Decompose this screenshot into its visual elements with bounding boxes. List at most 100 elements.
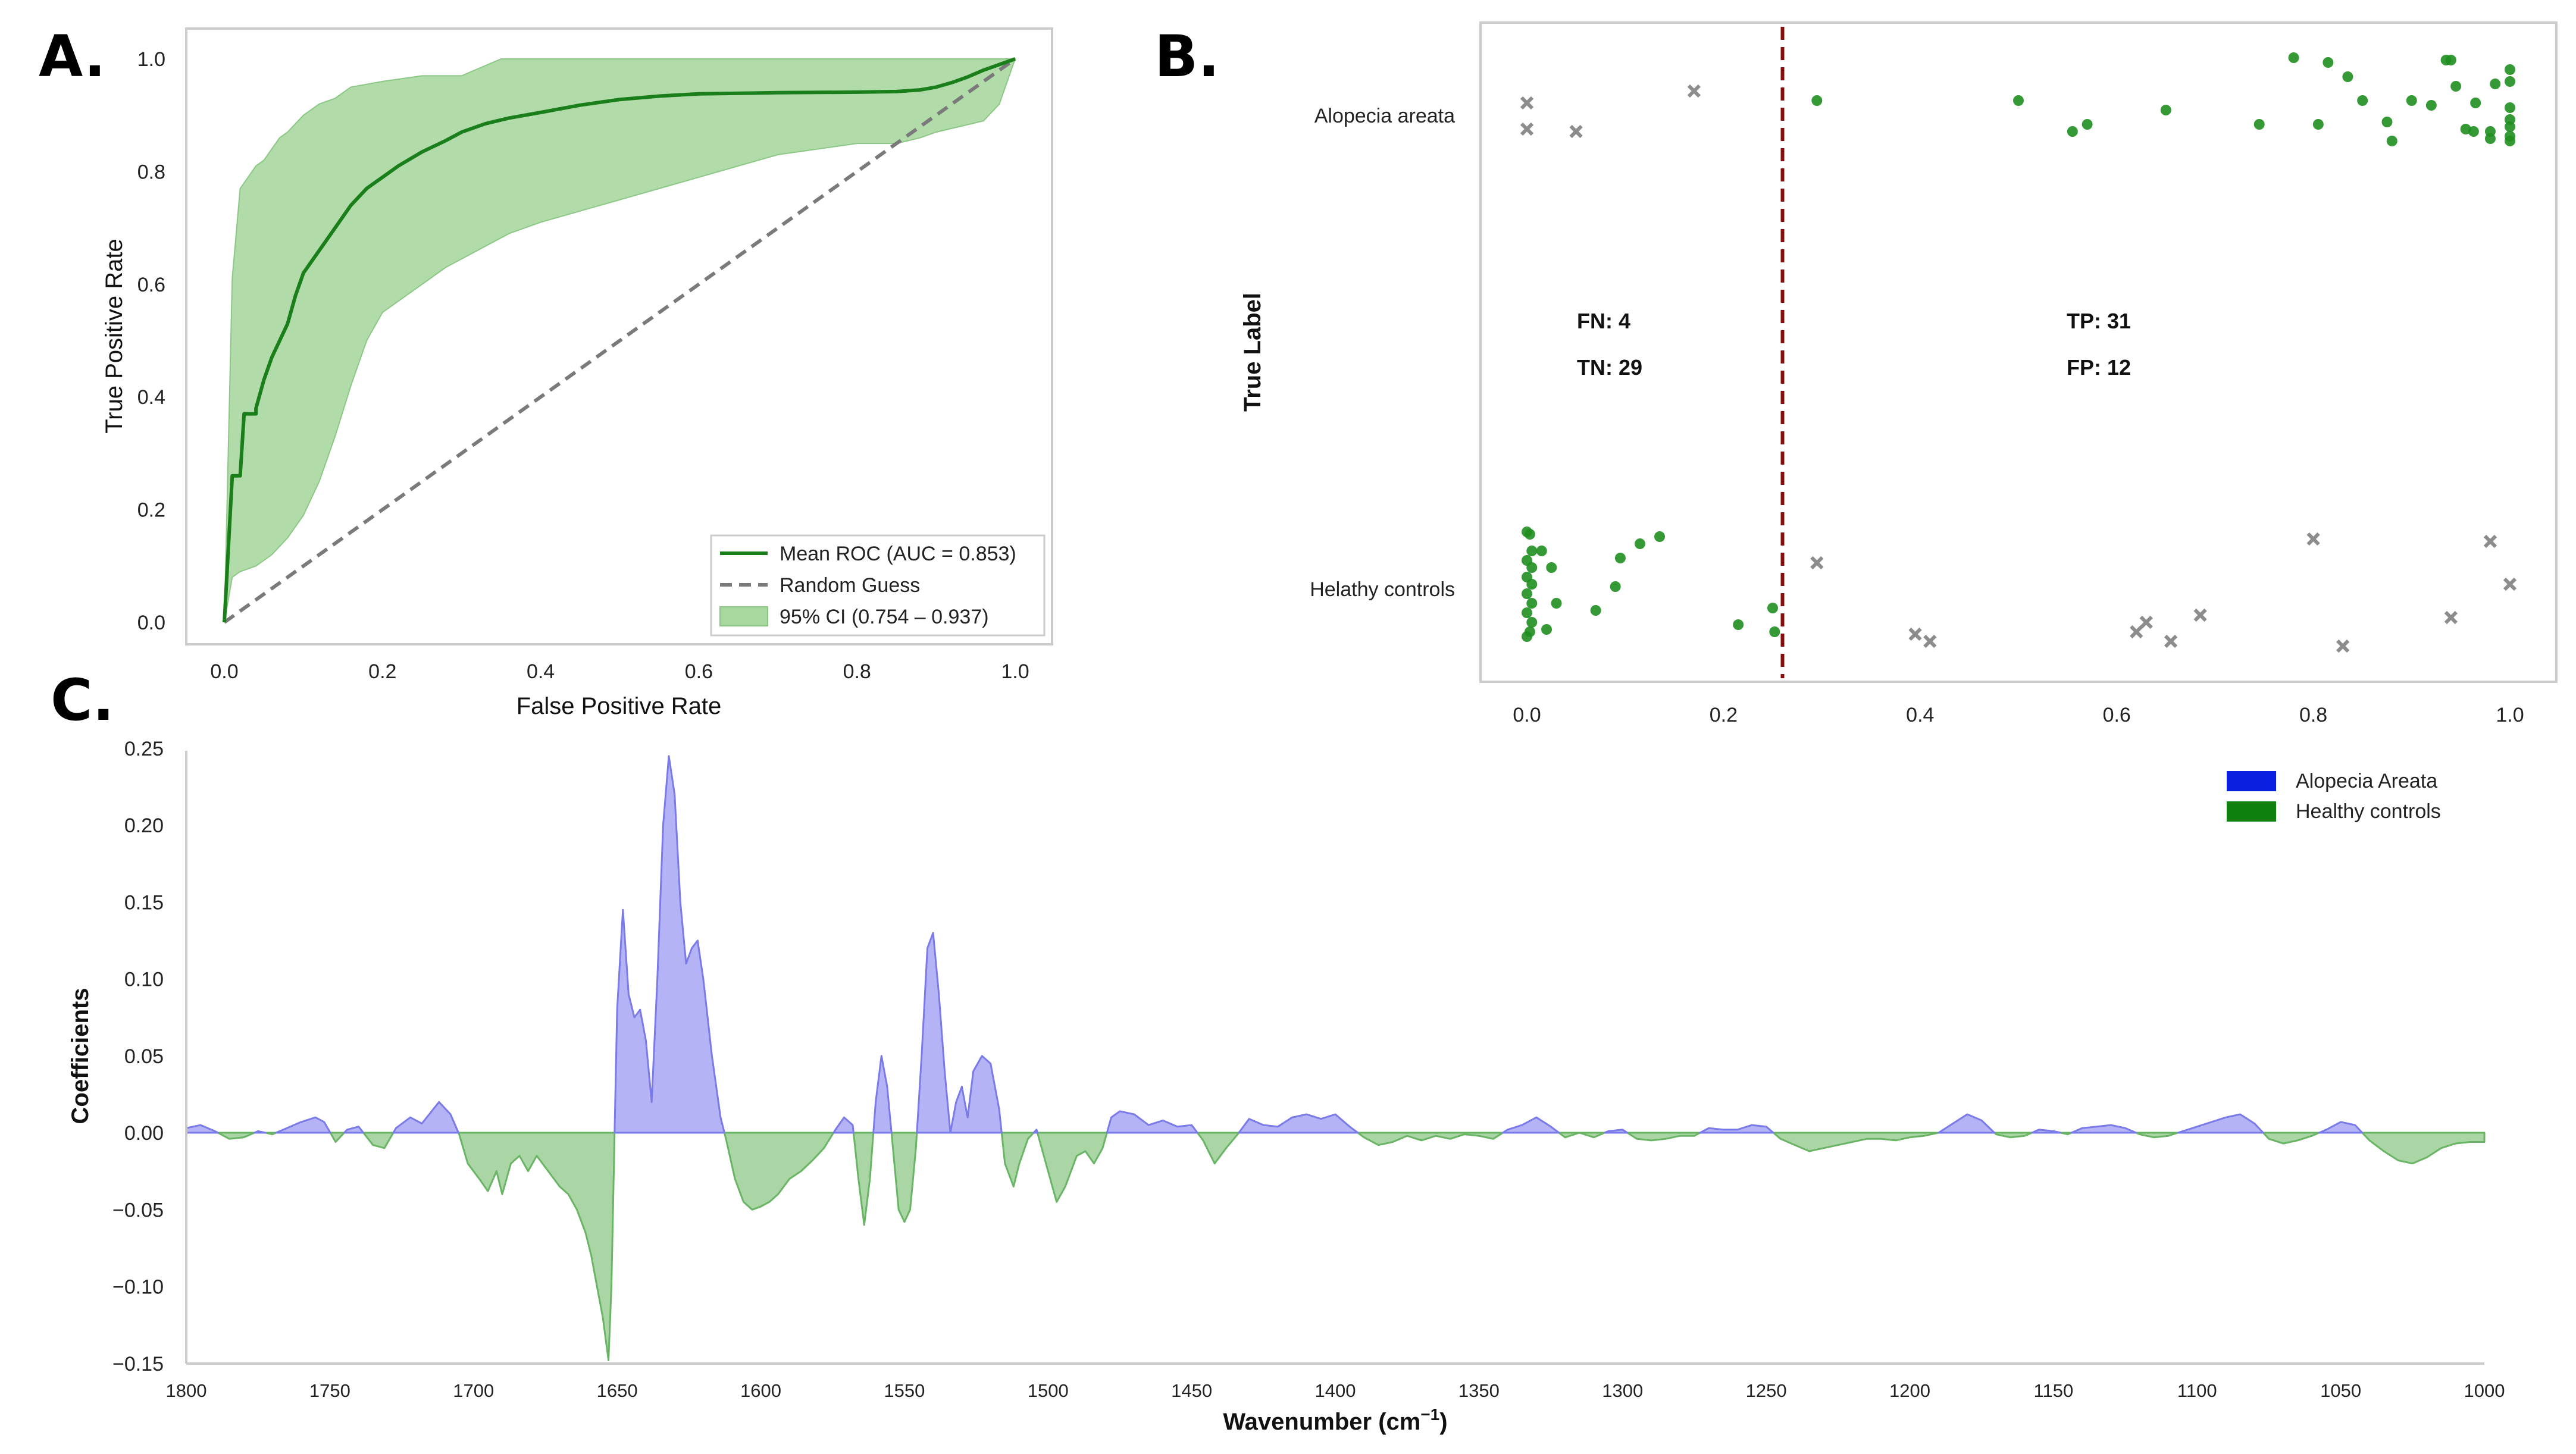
true-positive-point [2505, 136, 2515, 146]
alopecia-areata-area [1106, 1110, 1198, 1134]
roc-y-tick-label: 0.2 [137, 499, 165, 522]
true-positive-point [2468, 126, 2479, 137]
true-negative-point [1733, 619, 1744, 630]
coefficient-x-tick-label: 1700 [453, 1380, 494, 1401]
false-positive-marker [2336, 639, 2350, 653]
healthy-controls-area [723, 1132, 835, 1211]
roc-x-tick-label: 0.6 [685, 660, 713, 683]
false-positive-marker [1810, 556, 1824, 570]
healthy-controls-area [890, 1132, 918, 1223]
true-negative-point [1526, 579, 1538, 590]
true-positive-point [2386, 136, 2397, 146]
true-negative-point [1654, 531, 1666, 542]
coefficient-y-tick-label: −0.15 [112, 1353, 164, 1375]
coefficient-x-tick-label: 1250 [1746, 1380, 1787, 1401]
false-positive-marker [2193, 608, 2207, 622]
panel-label-b: B. [1154, 23, 1220, 90]
roc-x-tick-label: 0.2 [368, 660, 396, 683]
healthy-controls-area [2361, 1132, 2486, 1165]
healthy-controls-area [1000, 1132, 1035, 1187]
true-positive-point [1811, 95, 1823, 106]
roc-chart: 0.0 0.2 0.4 0.6 0.8 1.0 0.0 0.2 0.4 0.6 0.8 1.0 Fa… [101, 27, 1053, 719]
alopecia-areata-area [253, 1130, 267, 1134]
coefficient-x-tick-label: 1600 [740, 1380, 781, 1401]
coefficient-x-tick-label: 1350 [1458, 1380, 1500, 1401]
ci-band [224, 58, 1016, 623]
true-positive-point [2470, 98, 2481, 108]
false-positive-marker [2503, 577, 2517, 591]
roc-x-tick-label: 1.0 [1001, 660, 1029, 683]
scatter-x-tick-label: 0.4 [1906, 704, 1934, 726]
category-label-healthy: Helathy controls [1310, 578, 1455, 601]
roc-y-tick-label: 0.4 [137, 386, 165, 409]
true-negative-point [1536, 546, 1547, 556]
true-negative-point [1522, 607, 1532, 618]
false-positive-marker [2130, 625, 2143, 639]
mean-roc-line [223, 57, 1016, 623]
healthy-controls-area [1578, 1132, 1606, 1139]
alopecia-areata-area [392, 1101, 459, 1134]
healthy-controls-area [1196, 1132, 1240, 1165]
coefficient-y-tick-label: 0.15 [124, 891, 164, 914]
legend-swatch-alopecia-areata [2227, 771, 2276, 791]
panel-label-a: A. [39, 23, 106, 90]
healthy-controls-area [1036, 1132, 1108, 1203]
roc-y-tick-label: 0.8 [137, 161, 165, 183]
healthy-controls-area [1357, 1132, 1504, 1146]
wavenumber-label-close: ) [1439, 1409, 1447, 1435]
legend-swatch-ci [719, 606, 768, 626]
legend-random-guess: Random Guess [780, 574, 920, 597]
true-negative-point [1614, 553, 1626, 563]
wavenumber-label-text: Wavenumber (cm [1223, 1409, 1420, 1435]
coefficient-y-tick-label: 0.10 [124, 969, 164, 991]
alopecia-areata-area [1032, 1129, 1038, 1134]
true-negative-point [1769, 626, 1780, 637]
alopecia-areata-area [1502, 1116, 1560, 1134]
healthy-controls-area [2262, 1132, 2320, 1145]
roc-y-tick-label: 0.0 [137, 612, 165, 634]
true-positive-point [2082, 119, 2093, 130]
alopecia-areata-area [872, 1055, 893, 1134]
coefficient-x-tick-label: 1050 [2320, 1380, 2361, 1401]
true-negative-point [1526, 546, 1538, 556]
coefficient-x-tick-label: 1300 [1602, 1380, 1643, 1401]
alopecia-areata-area [1699, 1124, 1774, 1134]
alopecia-areata-area [2318, 1121, 2364, 1134]
alopecia-areata-area [2070, 1124, 2137, 1134]
true-positive-point [2323, 57, 2334, 68]
coefficient-x-tick-label: 1650 [597, 1380, 638, 1401]
annotation-tp: TP: 31 [2067, 309, 2131, 333]
scatter-x-tick-label: 1.0 [2496, 704, 2524, 726]
coefficient-y-tick-label: 0.25 [124, 738, 164, 760]
true-negative-point [1522, 631, 1532, 642]
healthy-controls-area [2135, 1132, 2179, 1139]
alopecia-areata-area [2177, 1113, 2264, 1134]
healthy-controls-area [329, 1132, 345, 1143]
coefficient-x-tick-label: 1800 [166, 1380, 207, 1401]
false-positive-marker [2164, 634, 2178, 648]
coefficient-legend: Alopecia Areata Healthy controls [2227, 770, 2441, 823]
coefficient-y-tick-label: −0.10 [112, 1276, 164, 1299]
true-negative-point [1546, 562, 1557, 573]
true-positive-point [2450, 81, 2462, 92]
true-positive-point [2067, 126, 2078, 137]
roc-legend: Mean ROC (AUC = 0.853) Random Guess 95% … [710, 534, 1046, 637]
false-positive-marker [1908, 627, 1922, 641]
roc-x-axis-label: False Positive Rate [517, 693, 722, 719]
coefficient-x-tick-label: 1200 [1889, 1380, 1930, 1401]
healthy-controls-area [264, 1132, 277, 1136]
annotation-fn: FN: 4 [1577, 309, 1630, 333]
alopecia-areata-area [1238, 1113, 1359, 1134]
healthy-controls-area [362, 1132, 395, 1149]
false-positive-marker [1923, 634, 1937, 648]
panel-label-c: C. [51, 667, 114, 734]
false-negative-marker [1520, 122, 1534, 136]
coefficient-y-tick-label: 0.20 [124, 814, 164, 837]
coefficient-x-tick-label: 1150 [2034, 1380, 2074, 1401]
true-positive-point [2445, 55, 2456, 65]
alopecia-areata-area [2031, 1129, 2062, 1134]
healthy-controls-area [1626, 1132, 1701, 1142]
alopecia-areata-area [275, 1116, 331, 1134]
roc-y-tick-label: 0.6 [137, 274, 165, 296]
